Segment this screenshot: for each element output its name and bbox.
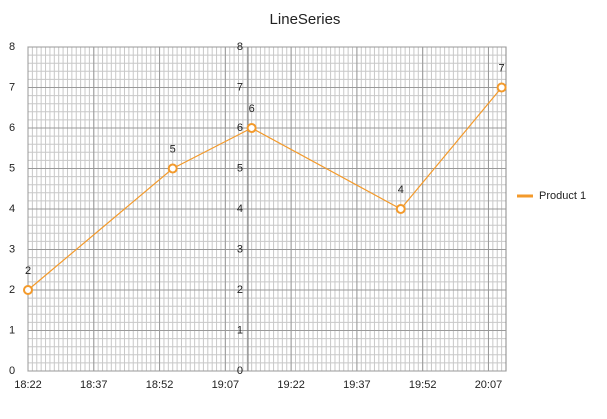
y-tick-label: 6	[9, 122, 15, 134]
data-label: 6	[249, 103, 255, 115]
y-tick-label: 1	[237, 324, 243, 336]
point	[246, 123, 257, 133]
y-tick-label: 8	[9, 41, 15, 53]
x-tick-label: 19:52	[409, 379, 437, 391]
x-tick-label: 18:37	[80, 379, 108, 391]
y-tick-label: 5	[237, 162, 243, 174]
y-tick-label: 2	[9, 284, 15, 296]
point	[167, 163, 178, 174]
y-tick-label: 5	[9, 162, 15, 174]
x-tick-label: 19:22	[277, 379, 305, 391]
y-tick-label: 2	[237, 284, 243, 296]
point	[23, 285, 33, 295]
y-tick-label: 1	[9, 324, 15, 336]
data-label: 7	[499, 62, 505, 74]
y-tick-label: 4	[9, 203, 15, 215]
x-tick-label: 19:37	[343, 379, 371, 391]
y-tick-label: 8	[237, 41, 243, 53]
chart-title: LineSeries	[270, 11, 341, 28]
data-label: 2	[25, 265, 31, 277]
x-tick-label: 18:52	[146, 379, 174, 391]
y-tick-label: 3	[9, 243, 15, 255]
legend-label: Product 1	[539, 190, 586, 202]
y-tick-label: 0	[9, 365, 15, 377]
data-label: 5	[170, 143, 176, 155]
point	[395, 204, 406, 214]
y-tick-label: 3	[237, 243, 243, 255]
y-tick-label: 0	[237, 365, 243, 377]
x-tick-label: 20:07	[475, 379, 503, 391]
point	[496, 82, 507, 93]
data-label: 4	[398, 184, 404, 196]
y-tick-label: 4	[237, 203, 243, 215]
y-tick-label: 7	[9, 81, 15, 93]
y-tick-label: 6	[237, 122, 243, 134]
x-tick-label: 19:07	[212, 379, 240, 391]
x-tick-label: 18:22	[14, 379, 42, 391]
y-tick-label: 7	[237, 81, 243, 93]
